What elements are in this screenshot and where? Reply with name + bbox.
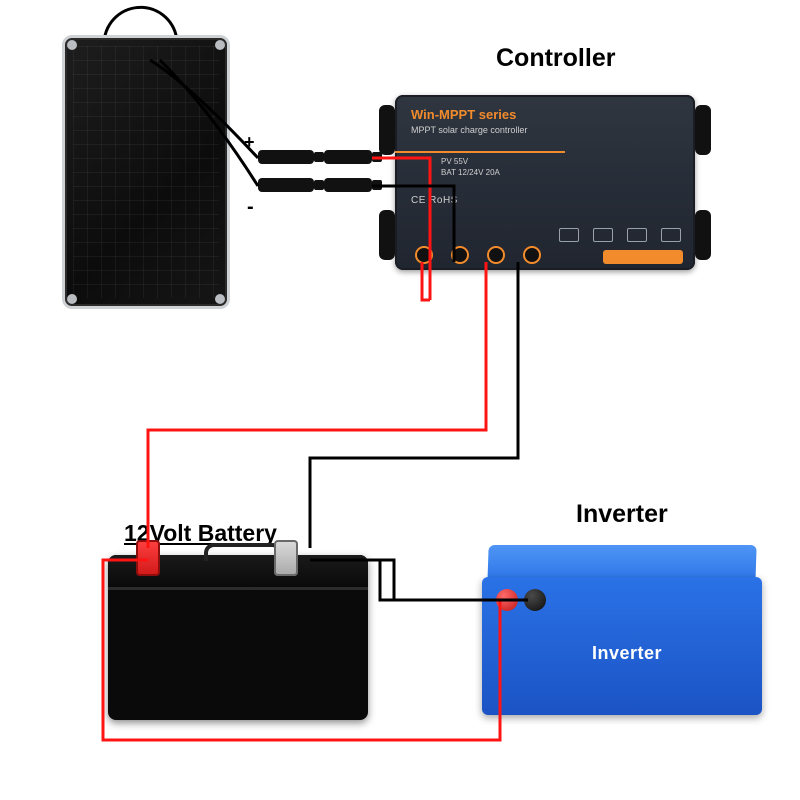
controller-label: Controller [496, 44, 615, 73]
inverter-label: Inverter [576, 500, 668, 529]
charge-controller: Win-MPPT series MPPT solar charge contro… [395, 95, 695, 270]
polarity-plus: + [244, 132, 255, 153]
mc4-connector-icon [324, 178, 372, 192]
inverter: Inverter [482, 545, 762, 715]
battery-12v [108, 555, 368, 720]
inverter-negative-terminal-icon [524, 589, 546, 611]
polarity-minus: - [247, 196, 254, 219]
controller-ports [415, 246, 541, 264]
controller-accent-line-icon [395, 151, 565, 153]
controller-rohs: CE RoHS [411, 195, 458, 206]
solar-system-diagram: + - Controller Win-MPPT series MPPT sola… [0, 0, 800, 800]
controller-spec-pv: PV 55V [441, 157, 468, 166]
wire-ctrl-batt-neg [310, 262, 518, 548]
inverter-brand: Inverter [592, 643, 662, 664]
controller-title: Win-MPPT series [411, 107, 516, 122]
inverter-positive-terminal-icon [496, 589, 518, 611]
mc4-connector-icon [258, 178, 314, 192]
battery-negative-terminal-icon [274, 540, 298, 576]
mc4-connector-icon [258, 150, 314, 164]
controller-subtitle: MPPT solar charge controller [411, 125, 527, 135]
controller-status-icons [559, 228, 681, 242]
battery-positive-terminal-icon [136, 540, 160, 576]
controller-load-block-icon [603, 250, 683, 264]
solar-panel [62, 35, 230, 309]
mc4-connector-icon [324, 150, 372, 164]
controller-spec-bat: BAT 12/24V 20A [441, 168, 500, 177]
